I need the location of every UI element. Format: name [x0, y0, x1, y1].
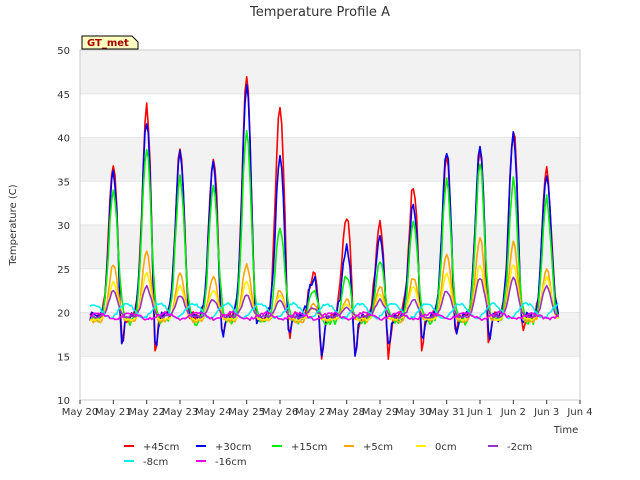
series-layer — [89, 76, 560, 360]
series-line--8cm — [89, 301, 559, 320]
grid-band — [80, 137, 580, 182]
x-tick-label: May 21 — [95, 407, 132, 418]
x-tick-label: May 25 — [228, 407, 265, 418]
y-tick-label: 35 — [57, 177, 70, 188]
x-tick-label: May 20 — [62, 407, 99, 418]
series-line--16cm — [89, 310, 559, 321]
series-line-+15cm — [89, 129, 560, 327]
x-tick-label: May 26 — [262, 407, 299, 418]
x-tick-label: May 30 — [395, 407, 432, 418]
x-tick-label: May 23 — [162, 407, 199, 418]
x-tick-label: May 31 — [428, 407, 465, 418]
x-tick-label: May 24 — [195, 407, 232, 418]
chart-title: Temperature Profile A — [249, 5, 390, 20]
x-axis-label: Time — [553, 425, 578, 436]
y-tick-label: 50 — [57, 46, 70, 57]
legend-label: -8cm — [143, 457, 168, 468]
legend-label: +30cm — [215, 442, 251, 453]
y-tick-label: 25 — [57, 265, 70, 276]
badge-label: GT_met — [87, 38, 129, 49]
x-tick-label: May 28 — [328, 407, 365, 418]
y-tick-label: 40 — [57, 134, 70, 145]
series-line-0cm — [89, 264, 560, 322]
legend-label: -2cm — [507, 442, 532, 453]
plot-frame — [79, 49, 581, 401]
y-tick-label: 45 — [57, 90, 70, 101]
x-tick-label: Jun 3 — [533, 407, 559, 418]
legend-label: 0cm — [435, 442, 457, 453]
y-tick-label: 15 — [57, 352, 70, 363]
x-tick-label: Jun 1 — [466, 407, 492, 418]
series-line--2cm — [89, 276, 559, 319]
grid-band — [80, 50, 580, 94]
series-line-+30cm — [89, 83, 560, 357]
x-tick-label: May 22 — [128, 407, 165, 418]
legend-label: +5cm — [363, 442, 393, 453]
x-tick-label: Jun 2 — [500, 407, 526, 418]
y-axis-label: Temperature (C) — [8, 184, 19, 266]
legend-label: -16cm — [215, 457, 247, 468]
y-tick-label: 10 — [57, 396, 70, 407]
legend-label: +45cm — [143, 442, 179, 453]
y-tick-label: 20 — [57, 309, 70, 320]
x-tick-label: Jun 4 — [566, 407, 592, 418]
x-tick-label: May 27 — [295, 407, 332, 418]
y-tick-label: 30 — [57, 221, 70, 232]
badge: GT_met — [81, 35, 139, 50]
legend-label: +15cm — [291, 442, 327, 453]
x-tick-label: May 29 — [362, 407, 399, 418]
legend: +45cm +30cm +15cm +5cm 0cm -2cm -8cm -16cm — [124, 442, 532, 468]
grid-band — [80, 225, 580, 269]
